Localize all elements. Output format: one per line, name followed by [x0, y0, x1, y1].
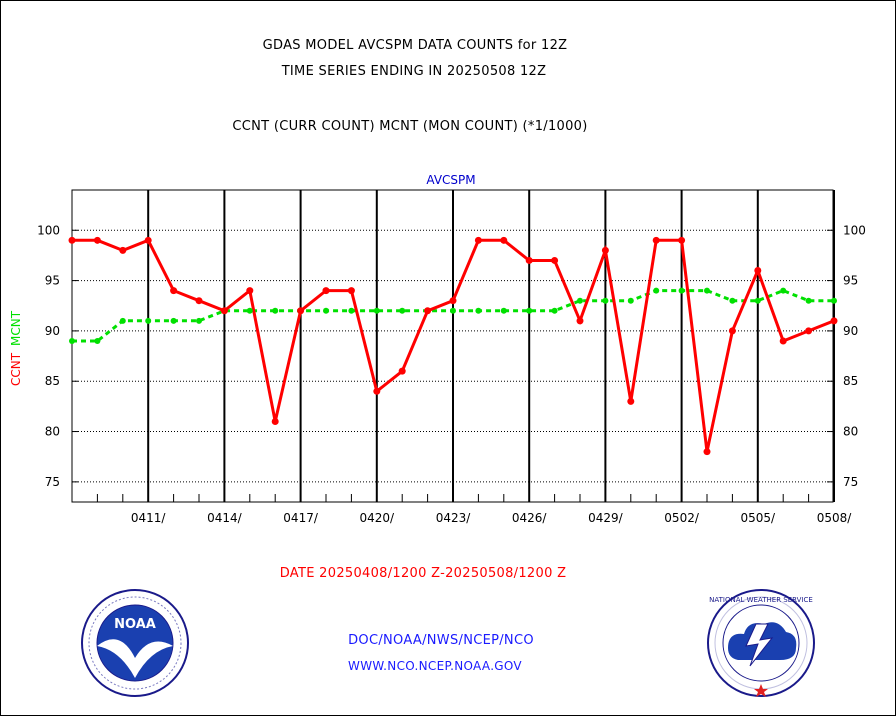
nws-logo-text: NATIONAL WEATHER SERVICE — [709, 596, 813, 604]
data-point-ccnt — [601, 246, 609, 254]
y-tick-label-left: 100 — [37, 223, 60, 237]
y-axis-label-mcnt: MCNT — [9, 310, 23, 346]
data-point-ccnt — [170, 287, 178, 295]
data-point-ccnt — [551, 256, 559, 264]
y-tick-label-right: 95 — [843, 274, 858, 288]
x-tick-label: 0411/ — [131, 511, 167, 525]
data-point-mcnt — [500, 307, 507, 314]
data-point-mcnt — [145, 317, 152, 324]
data-point-ccnt — [500, 236, 508, 244]
x-tick-label: 0505/ — [741, 511, 777, 525]
data-point-ccnt — [93, 236, 101, 244]
noaa-logo-text: NOAA — [114, 617, 156, 632]
panel-title: AVCSPM — [426, 173, 475, 187]
data-point-ccnt — [779, 337, 787, 345]
data-point-mcnt — [754, 297, 761, 304]
data-point-mcnt — [399, 307, 406, 314]
data-point-ccnt — [119, 246, 127, 254]
data-point-mcnt — [551, 307, 558, 314]
data-point-mcnt — [704, 287, 710, 294]
data-point-mcnt — [805, 297, 812, 304]
y-tick-label-left: 90 — [45, 324, 60, 338]
data-point-mcnt — [780, 287, 787, 294]
y-tick-label-left: 80 — [45, 425, 60, 439]
data-point-ccnt — [576, 317, 584, 325]
data-point-ccnt — [627, 397, 635, 405]
data-point-ccnt — [728, 327, 736, 335]
data-point-mcnt — [246, 307, 253, 314]
data-point-ccnt — [398, 367, 406, 375]
data-point-ccnt — [474, 236, 482, 244]
x-tick-label: 0502/ — [664, 511, 700, 525]
data-point-ccnt — [678, 236, 686, 244]
y-tick-label-left: 95 — [45, 274, 60, 288]
data-point-mcnt — [602, 297, 609, 304]
data-point-mcnt — [272, 307, 279, 314]
data-point-ccnt — [805, 327, 813, 335]
data-point-ccnt — [652, 236, 660, 244]
data-point-ccnt — [144, 236, 152, 244]
data-point-mcnt — [653, 287, 660, 294]
footer-url-link[interactable]: WWW.NCO.NCEP.NOAA.GOV — [348, 659, 522, 673]
nws-logo-icon: NATIONAL WEATHER SERVICE — [707, 589, 815, 697]
data-point-ccnt — [271, 417, 279, 425]
data-point-ccnt — [246, 287, 254, 295]
data-point-ccnt — [195, 297, 203, 305]
data-point-mcnt — [526, 307, 533, 314]
x-tick-label: 0417/ — [283, 511, 319, 525]
data-point-ccnt — [373, 387, 381, 395]
y-tick-label-left: 75 — [45, 475, 60, 489]
chart-units-note: CCNT (CURR COUNT) MCNT (MON COUNT) (*1/1… — [232, 119, 588, 134]
data-point-mcnt — [831, 297, 837, 304]
time-series-plot: AVCSPM 75 80 85 90 95 100 75 80 85 90 95 100 0411/… — [9, 173, 866, 525]
data-point-mcnt — [729, 297, 736, 304]
data-point-mcnt — [69, 337, 75, 344]
date-range-label: DATE 20250408/1200 Z-20250508/1200 Z — [279, 566, 567, 581]
data-point-mcnt — [627, 297, 634, 304]
y-tick-label-right: 80 — [843, 425, 858, 439]
chart-subtitle: TIME SERIES ENDING IN 20250508 12Z — [281, 64, 547, 79]
data-point-mcnt — [577, 297, 583, 304]
y-tick-label-right: 90 — [843, 324, 858, 338]
data-point-ccnt — [322, 287, 330, 295]
x-tick-label: 0420/ — [360, 511, 396, 525]
y-tick-label-right: 75 — [843, 475, 858, 489]
data-point-mcnt — [678, 287, 685, 294]
data-point-ccnt — [525, 256, 533, 264]
x-tick-label: 0508/ — [817, 511, 853, 525]
data-point-ccnt — [754, 267, 762, 275]
data-point-mcnt — [475, 307, 482, 314]
noaa-logo-icon: NOAA — [81, 589, 189, 697]
chart-title: GDAS MODEL AVCSPM DATA COUNTS for 12Z — [262, 38, 568, 53]
data-point-mcnt — [119, 317, 126, 324]
data-point-ccnt — [68, 236, 76, 244]
data-point-mcnt — [196, 317, 202, 324]
data-point-mcnt — [373, 307, 380, 314]
data-point-ccnt — [449, 297, 457, 305]
data-point-mcnt — [94, 337, 101, 344]
x-tick-label: 0426/ — [512, 511, 548, 525]
x-tick-label: 0414/ — [207, 511, 243, 525]
data-point-ccnt — [220, 307, 228, 315]
footer-org: DOC/NOAA/NWS/NCEP/NCO — [348, 633, 534, 648]
y-tick-label-right: 85 — [843, 374, 858, 388]
data-point-ccnt — [347, 287, 355, 295]
data-point-mcnt — [323, 307, 329, 314]
data-point-ccnt — [424, 307, 432, 315]
y-tick-label-left: 85 — [45, 374, 60, 388]
data-point-ccnt — [830, 317, 838, 325]
data-point-ccnt — [297, 307, 305, 315]
x-tick-label: 0429/ — [588, 511, 624, 525]
y-tick-label-right: 100 — [843, 223, 866, 237]
y-axis-label-ccnt: CCNT — [9, 352, 23, 386]
data-point-mcnt — [348, 307, 355, 314]
y-axis-label: CCNT MCNT — [9, 310, 23, 386]
data-point-mcnt — [450, 307, 456, 314]
data-point-mcnt — [170, 317, 177, 324]
data-point-ccnt — [703, 448, 711, 456]
x-tick-label: 0423/ — [436, 511, 472, 525]
